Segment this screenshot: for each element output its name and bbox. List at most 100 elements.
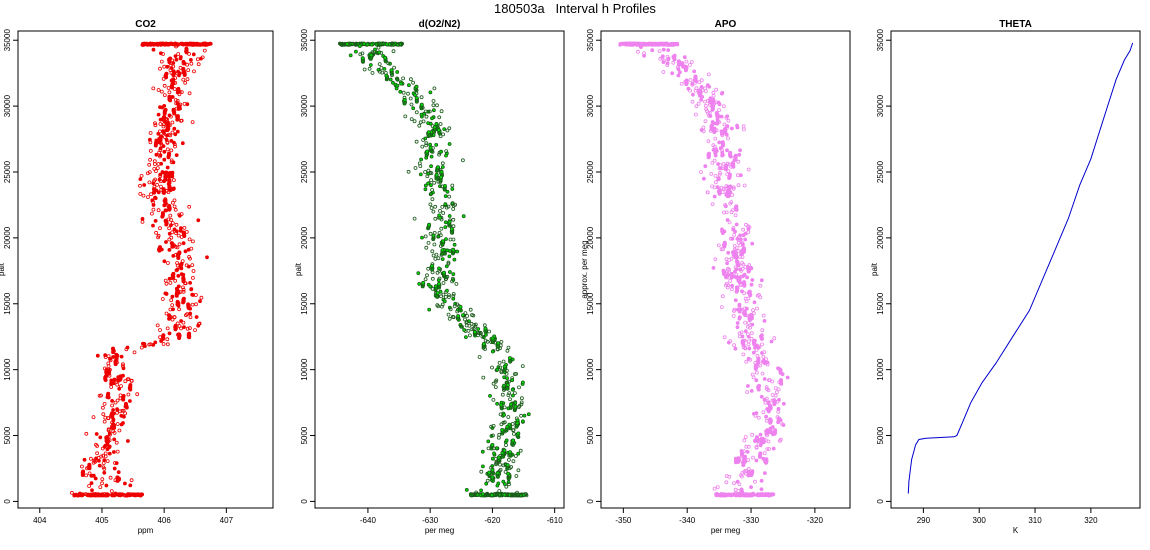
data-point [437,115,442,120]
data-point [510,492,514,497]
data-point [444,205,449,210]
data-point [380,70,385,75]
data-point [164,170,169,175]
data-point [758,451,763,456]
data-point [521,380,525,385]
data-point [731,314,736,318]
data-point [178,228,183,233]
data-point [472,329,477,334]
data-point [362,67,367,72]
y-tick-label: 25000 [300,160,309,183]
data-point [440,165,445,169]
data-point [436,127,441,132]
data-point [669,43,674,47]
data-point [491,423,496,428]
data-point [724,480,729,485]
data-point [432,180,437,185]
data-point [149,192,153,197]
data-point [124,401,129,406]
data-point [743,237,748,242]
data-point [388,77,393,82]
x-tick-label: 300 [973,516,987,525]
data-point [754,363,759,368]
data-point [166,190,171,195]
data-point [435,270,440,275]
y-axis-label: palt [294,262,303,276]
data-point [426,266,431,271]
data-point [481,375,486,380]
data-point [118,374,123,379]
data-point [156,88,161,92]
data-point [495,471,500,476]
data-point [167,184,172,189]
data-point [722,104,726,109]
data-point [138,177,143,182]
data-point [184,263,189,268]
data-point [429,183,433,188]
chart-panel-2: d(O2/N2) -640 -630 -620 -610 per meg 0 5000 1000… [294,19,565,535]
data-point [490,442,495,447]
data-point [764,457,769,462]
data-point [639,45,643,49]
data-point [758,363,762,368]
data-point [438,122,443,126]
data-point [742,309,747,314]
data-point [776,406,781,411]
data-point [111,355,115,359]
data-point [401,90,406,95]
data-point [432,242,437,247]
data-point [125,493,130,498]
data-point [95,444,99,448]
data-point [468,307,473,312]
data-point [514,474,519,478]
data-point [171,140,176,145]
data-point [424,143,429,148]
chart-panel-3: APO -350 -340 -330 -320 per meg 0 5000 10000 1500… [580,19,851,535]
data-point [427,307,432,312]
data-point [686,86,691,91]
data-point [688,63,692,67]
data-point [437,152,442,157]
data-point [751,455,755,460]
data-point [676,73,681,78]
data-point [731,185,736,190]
data-point [735,479,740,484]
data-point [690,99,695,104]
data-point [105,447,110,452]
data-point [483,338,488,343]
data-point [127,399,132,403]
data-point [710,202,715,207]
data-point [717,108,721,112]
data-point [389,68,394,73]
data-point [170,230,175,235]
data-point [480,492,485,497]
data-point [173,132,178,137]
data-point [720,305,724,310]
data-point [173,144,177,149]
data-point [512,372,517,377]
data-point [187,331,192,336]
data-point [499,402,504,407]
panel-title: THETA [999,19,1032,30]
data-point [199,295,204,300]
data-point [162,149,167,154]
data-point [736,159,741,164]
data-point [161,122,166,127]
data-point [725,272,730,277]
data-point [445,128,450,133]
data-point [90,488,94,493]
data-point [447,214,452,218]
data-point [739,330,744,335]
data-point [480,464,485,469]
data-point [181,275,186,280]
y-tick-label: 25000 [876,160,885,183]
data-point [160,170,165,175]
data-point [502,412,507,417]
data-point [101,412,106,417]
data-point [433,216,438,221]
data-point [750,432,754,437]
data-point [178,56,183,61]
data-point [720,140,725,145]
data-point [661,70,666,74]
data-point [158,226,162,231]
